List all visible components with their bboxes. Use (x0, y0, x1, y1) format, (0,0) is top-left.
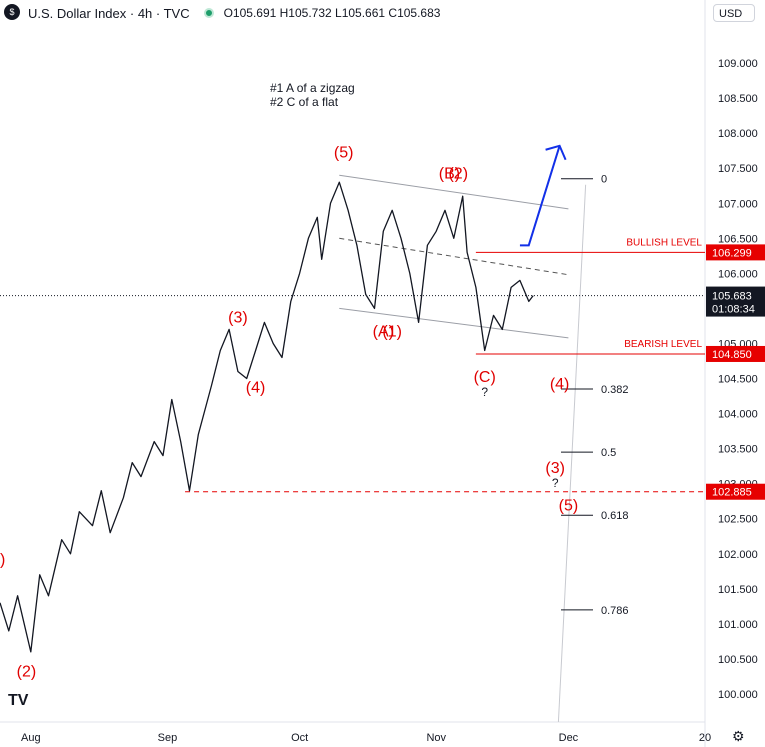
wave-label: (4) (246, 380, 266, 397)
level-price-label: 106.299 (712, 247, 752, 259)
y-tick-label: 103.500 (718, 444, 758, 456)
level-price-tag (706, 244, 765, 261)
x-tick-label: Nov (426, 732, 446, 744)
level-price-tag (706, 345, 765, 362)
annotation-text: #2 C of a flat (270, 95, 339, 109)
fib-level-label: 0.5 (601, 447, 616, 459)
fib-trend-line (557, 184, 587, 723)
y-tick-label: 102.500 (718, 514, 758, 526)
price-series-line (0, 181, 534, 653)
currency-button[interactable]: USD (713, 4, 755, 22)
y-tick-label: 106.000 (718, 268, 758, 280)
y-tick-label: 106.500 (718, 233, 758, 245)
wave-label: (B) (439, 166, 460, 183)
wave-label: (A) (373, 323, 394, 340)
countdown-label: 01:08:34 (712, 304, 755, 316)
ohlc-readout: O105.691 H105.732 L105.661 C105.683 (223, 6, 441, 20)
y-tick-label: 101.000 (718, 619, 758, 631)
fib-level-label: 0 (601, 174, 607, 186)
level-price-label: 102.885 (712, 487, 752, 499)
wave-label: (2) (17, 663, 37, 680)
tradingview-symbol-icon: $ (4, 4, 20, 20)
market-open-icon (203, 8, 214, 18)
wave-label: (1) (0, 551, 5, 568)
y-tick-label: 104.000 (718, 409, 758, 421)
wave-label: (3) (545, 460, 565, 477)
bullish-arrow-line (519, 145, 561, 247)
gear-icon[interactable]: ⚙ (732, 728, 745, 744)
tradingview-logo-icon[interactable]: TV (8, 692, 28, 710)
fib-level-label: 0.382 (601, 384, 629, 396)
chart-header: U.S. Dollar Index · 4h · TVC O105.691 H1… (0, 0, 440, 26)
question-mark-label: ? (481, 385, 488, 399)
x-tick-label: Aug (21, 732, 41, 744)
y-tick-label: 109.000 (718, 58, 758, 70)
y-tick-label: 107.000 (718, 198, 758, 210)
y-tick-label: 101.500 (718, 584, 758, 596)
wave-label: (5) (559, 497, 579, 514)
wave-label: (3) (228, 309, 248, 326)
fib-level-label: 0.618 (601, 510, 629, 522)
annotation-text: #1 A of a zigzag (270, 81, 355, 95)
y-tick-label: 100.000 (718, 689, 758, 701)
wave-label: (C) (474, 369, 496, 386)
channel-lower-line (339, 307, 569, 339)
y-tick-label: 100.500 (718, 654, 758, 666)
level-price-tag (706, 483, 765, 500)
wave-label: (2) (448, 166, 468, 183)
x-tick-label: Sep (158, 732, 178, 744)
level-name-label: BULLISH LEVEL (626, 237, 702, 248)
channel-upper-line (339, 174, 569, 210)
brand-text: TV (8, 692, 29, 709)
y-tick-label: 108.000 (718, 128, 758, 140)
current-price-label: 105.683 (712, 291, 752, 303)
arrow-head-icon (545, 144, 567, 161)
channel-middle-line (339, 237, 569, 276)
x-tick-label: Oct (291, 732, 308, 744)
y-tick-label: 102.000 (718, 549, 758, 561)
x-tick-label: Dec (559, 732, 579, 744)
y-tick-label: 107.500 (718, 163, 758, 175)
wave-label: (4) (550, 376, 570, 393)
x-tick-label: 20 (699, 732, 711, 744)
y-tick-label: 104.500 (718, 374, 758, 386)
y-tick-label: 108.500 (718, 93, 758, 105)
fib-level-label: 0.786 (601, 605, 629, 617)
symbol-title[interactable]: U.S. Dollar Index · 4h · TVC (28, 5, 190, 21)
question-mark-label: ? (552, 476, 559, 490)
wave-label: (1) (382, 323, 402, 340)
wave-label: (5) (334, 145, 354, 162)
current-price-tag (706, 286, 765, 317)
level-name-label: BEARISH LEVEL (624, 339, 702, 350)
level-price-label: 104.850 (712, 349, 752, 361)
